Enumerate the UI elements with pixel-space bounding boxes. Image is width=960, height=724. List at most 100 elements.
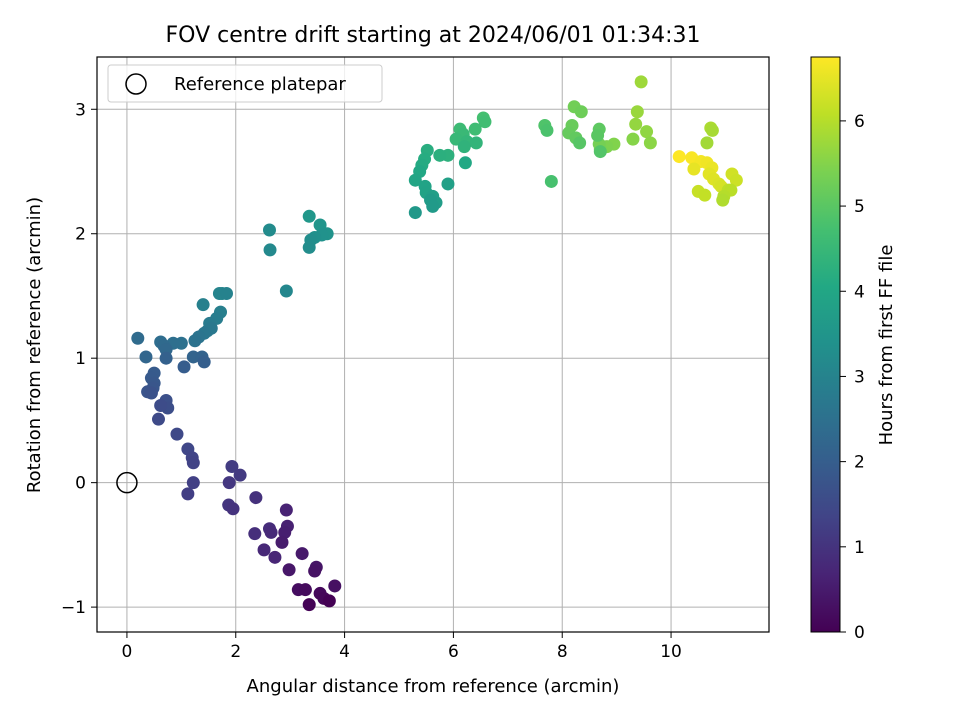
- data-point: [257, 543, 271, 557]
- data-point: [478, 115, 492, 129]
- legend-entry-reference: Reference platepar: [174, 74, 346, 95]
- data-point: [222, 476, 236, 490]
- x-tick-label: 10: [660, 642, 682, 662]
- data-point: [197, 355, 211, 369]
- data-point: [629, 117, 643, 131]
- legend: Reference platepar: [107, 64, 383, 103]
- y-tick-label: 0: [75, 474, 86, 494]
- data-point: [433, 148, 447, 162]
- x-tick-label: 8: [557, 642, 568, 662]
- colorbar-tick-label: 5: [854, 197, 865, 217]
- y-tick-label: 3: [75, 100, 86, 120]
- x-axis-ticks: 0 2 4 6 8 10: [122, 632, 682, 662]
- data-points: [131, 75, 743, 612]
- data-point: [716, 193, 730, 207]
- data-point: [626, 132, 640, 146]
- colorbar-gradient: [810, 56, 841, 633]
- data-point: [154, 398, 168, 412]
- data-point: [196, 298, 210, 312]
- data-point: [151, 412, 165, 426]
- y-axis-ticks: −1 0 1 2 3: [61, 100, 97, 618]
- y-axis-label: Rotation from reference (arcmin): [24, 197, 45, 493]
- data-point: [574, 105, 588, 119]
- plot-frame: [96, 56, 770, 633]
- data-point: [248, 527, 262, 541]
- data-point: [441, 177, 455, 191]
- grid: [97, 57, 769, 632]
- data-point: [279, 284, 293, 298]
- data-point: [188, 334, 202, 348]
- data-point: [640, 125, 654, 139]
- colorbar-tick-label: 4: [854, 282, 865, 302]
- colorbar-tick-label: 6: [854, 112, 865, 132]
- data-point: [275, 535, 289, 549]
- data-point: [328, 579, 342, 593]
- data-point: [186, 476, 200, 490]
- data-point: [308, 564, 322, 578]
- data-point: [643, 136, 657, 150]
- data-point: [249, 491, 263, 505]
- data-point: [408, 173, 422, 187]
- y-tick-label: 2: [75, 225, 86, 245]
- x-axis-label: Angular distance from reference (arcmin): [247, 676, 620, 697]
- data-point: [302, 209, 316, 223]
- data-point: [262, 223, 276, 237]
- data-point: [468, 122, 482, 136]
- colorbar: 0 1 2 3 4 5 6 Hours from first FF file: [810, 56, 897, 643]
- data-point: [593, 145, 607, 159]
- data-point: [278, 525, 292, 539]
- data-point: [729, 173, 743, 187]
- data-point: [159, 351, 173, 365]
- colorbar-tick-label: 0: [854, 623, 865, 643]
- reference-marker-layer: [116, 471, 138, 494]
- data-point: [225, 459, 239, 473]
- colorbar-tick-label: 2: [854, 453, 865, 473]
- data-point: [177, 360, 191, 374]
- data-point: [700, 136, 714, 150]
- x-tick-label: 6: [448, 642, 459, 662]
- data-point: [687, 162, 701, 176]
- data-point: [181, 487, 195, 501]
- data-point: [186, 456, 200, 470]
- data-point: [458, 156, 472, 170]
- data-point: [279, 503, 293, 517]
- data-point: [131, 331, 145, 345]
- data-point: [544, 174, 558, 188]
- data-point: [672, 150, 686, 164]
- data-point: [263, 243, 277, 257]
- data-point: [457, 140, 471, 154]
- data-point: [264, 525, 278, 539]
- data-point: [634, 75, 648, 89]
- data-point: [139, 350, 153, 364]
- y-tick-label: 1: [75, 349, 86, 369]
- data-point: [705, 123, 719, 137]
- data-point: [698, 188, 712, 202]
- data-point: [540, 123, 554, 137]
- data-point: [268, 550, 282, 564]
- data-point: [144, 386, 158, 400]
- colorbar-tick-label: 3: [854, 367, 865, 387]
- data-point: [630, 105, 644, 119]
- data-point: [282, 563, 296, 577]
- data-point: [573, 136, 587, 150]
- x-tick-label: 4: [339, 642, 350, 662]
- x-tick-label: 2: [230, 642, 241, 662]
- colorbar-ticks: 0 1 2 3 4 5 6: [840, 112, 865, 643]
- data-point: [298, 583, 312, 597]
- data-point: [302, 240, 316, 254]
- data-point: [170, 427, 184, 441]
- data-point: [426, 199, 440, 213]
- data-point: [233, 468, 247, 482]
- legend-box: [107, 64, 383, 103]
- data-point: [220, 286, 234, 300]
- data-point: [302, 598, 316, 612]
- data-point: [469, 136, 483, 150]
- y-tick-label: −1: [61, 598, 86, 618]
- data-point: [226, 502, 240, 516]
- colorbar-tick-label: 1: [854, 538, 865, 558]
- data-point: [591, 128, 605, 142]
- data-point: [313, 218, 327, 232]
- legend-marker-icon: [125, 73, 147, 95]
